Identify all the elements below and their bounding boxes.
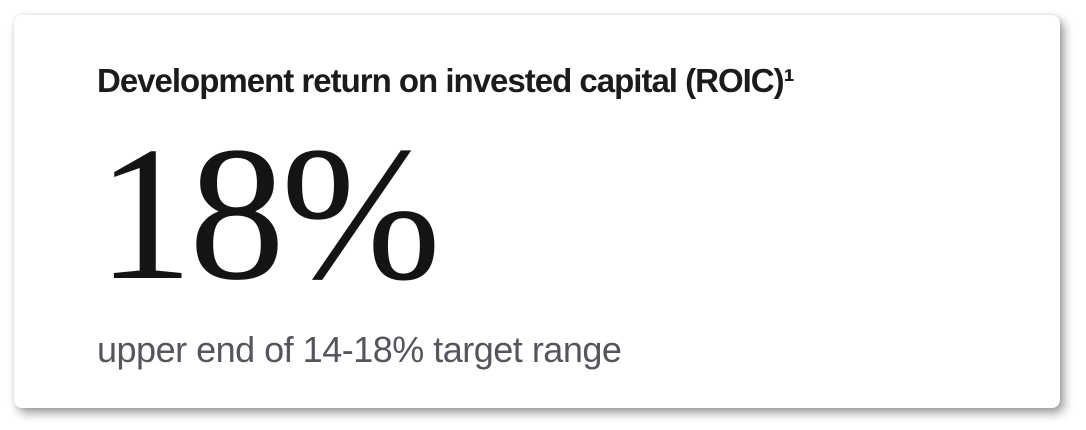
stat-value: 18% <box>97 106 441 320</box>
roic-stat-card: Development return on invested capital (… <box>14 15 1060 408</box>
stat-description: upper end of 14-18% target range <box>97 328 622 370</box>
stat-title: Development return on invested capital (… <box>97 62 795 99</box>
